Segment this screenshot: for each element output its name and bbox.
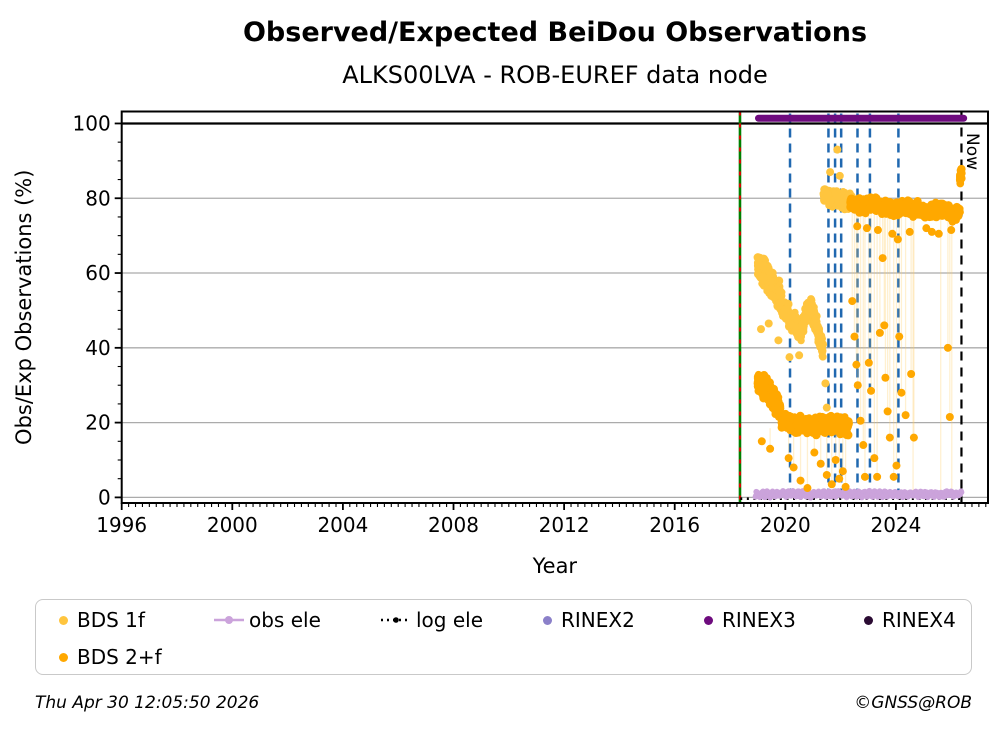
legend-item-obs-ele: obs ele	[214, 606, 321, 634]
legend-item-rinex4: RINEX4	[864, 606, 956, 634]
svg-text:2016: 2016	[649, 513, 700, 537]
now-label: Now	[962, 133, 982, 170]
svg-text:2012: 2012	[539, 513, 590, 537]
legend-line-icon	[381, 617, 411, 623]
data-layer	[738, 111, 968, 503]
timestamp: Thu Apr 30 12:05:50 2026	[35, 693, 260, 713]
legend-item-bds-2-f: BDS 2+f	[59, 643, 162, 671]
svg-text:20: 20	[85, 411, 110, 435]
y-axis-label: Obs/Exp Observations (%)	[12, 170, 36, 445]
svg-text:0: 0	[98, 485, 111, 509]
legend-item-bds-1f: BDS 1f	[59, 606, 145, 634]
svg-text:2024: 2024	[870, 513, 921, 537]
legend-item-log-ele: log ele	[381, 606, 483, 634]
y-tick-labels: 0 20 40 60 80 100	[73, 111, 111, 509]
svg-text:2000: 2000	[207, 513, 258, 537]
legend-label: RINEX2	[561, 608, 635, 632]
legend-label: RINEX4	[882, 608, 956, 632]
chart-subtitle: ALKS00LVA - ROB-EUREF data node	[342, 61, 768, 89]
legend-label: BDS 2+f	[77, 645, 162, 669]
bds-2-f-points	[753, 164, 966, 493]
legend-label: log ele	[416, 608, 484, 632]
chart-title: Observed/Expected BeiDou Observations	[242, 17, 868, 48]
svg-text:60: 60	[85, 261, 110, 285]
svg-text:40: 40	[85, 336, 110, 360]
legend-line-icon	[214, 616, 244, 624]
legend: BDS 1f obs ele log ele RINEX2 RINEX3 RINEX4 BD…	[35, 599, 972, 675]
plot-frame	[120, 110, 989, 504]
svg-text:1996: 1996	[96, 513, 147, 537]
legend-dot-icon	[59, 652, 68, 662]
legend-label: obs ele	[249, 608, 321, 632]
legend-label: BDS 1f	[77, 608, 145, 632]
plot-canvas: Now 1996 2000 2004 2008 2012 2016 2020 2024 0 20 40…	[12, 110, 989, 578]
credit: ©GNSS@ROB	[854, 693, 972, 713]
legend-item-rinex3: RINEX3	[704, 606, 796, 634]
obs-ele-points	[752, 487, 965, 501]
legend-dot-icon	[543, 615, 552, 625]
x-tick-labels: 1996 2000 2004 2008 2012 2016 2020 2024	[96, 513, 921, 537]
svg-text:80: 80	[85, 186, 110, 210]
svg-text:2020: 2020	[760, 513, 811, 537]
svg-text:2004: 2004	[317, 513, 368, 537]
legend-item-rinex2: RINEX2	[543, 606, 635, 634]
legend-dot-icon	[704, 615, 713, 625]
bds-1f-points	[753, 145, 858, 412]
legend-dot-icon	[59, 615, 68, 625]
svg-text:2008: 2008	[428, 513, 479, 537]
axis-ticks	[114, 122, 987, 510]
legend-label: RINEX3	[722, 608, 796, 632]
x-axis-label: Year	[532, 554, 578, 578]
legend-dot-icon	[864, 615, 873, 625]
svg-text:100: 100	[73, 111, 111, 135]
